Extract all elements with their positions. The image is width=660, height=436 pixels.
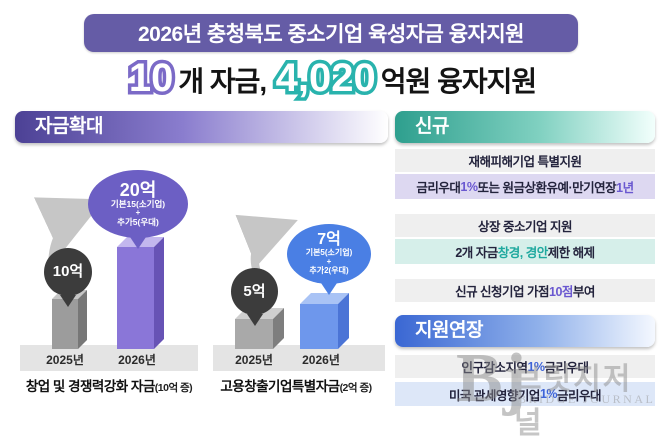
row-text: 제한 해제	[547, 246, 595, 260]
bubble-extra-label: 추가2(우대)	[309, 266, 349, 276]
page-title: 2026년 충청북도 중소기업 육성자금 융자지원	[84, 14, 578, 52]
bubble-tail	[60, 295, 76, 307]
row-text: 부여	[572, 285, 596, 299]
row-text: 재해피해기업 특별지원	[468, 155, 582, 169]
chart-caption: 고용창출기업특별자금(2억 증)	[205, 375, 387, 395]
bubble-2025-amount: 10억	[44, 248, 92, 307]
bar-2026	[117, 237, 164, 349]
chart-floor	[213, 345, 385, 371]
bar-chart-graphic	[20, 197, 198, 371]
chart-startup-competitiveness-fund: 10억 20억 기본15(소기업) + 추가5(우대) 2025년 2026년 …	[18, 150, 200, 396]
row-text: 미국 관세영향기업	[448, 388, 540, 403]
year-label-2025: 2025년	[235, 353, 273, 367]
bubble-base-label: 기본15(소기업)	[110, 199, 166, 210]
bubble-tail	[321, 283, 337, 295]
bar-2026	[300, 293, 349, 349]
row-highlight: 10점	[549, 285, 573, 299]
chart-employment-special-fund: 5억 7억 기본5(소기업) + 추가2(우대) 2025년 2026년 고용창…	[205, 150, 387, 396]
fund-count-suffix: 개 자금,	[178, 66, 267, 97]
row-text: 금리우대	[416, 181, 461, 195]
bubble-extra-label: 추가5(우대)	[117, 217, 159, 228]
row-highlight: 창경, 경안	[497, 246, 548, 260]
fund-amount-suffix: 억원 융자지원	[380, 66, 537, 97]
section-title-fund-expansion: 자금확대	[15, 111, 388, 143]
caption-text: 고용창출기업특별자금	[220, 379, 340, 394]
new-row-bonus-points: 신규 신청기업 가점 10점 부여	[395, 279, 655, 302]
bubble-amount-label: 10억	[52, 263, 84, 281]
bubble-tail	[130, 237, 146, 249]
row-text: 상장 중소기업 지원	[478, 220, 572, 234]
new-row-limit-removed: 2개 자금 창경, 경안 제한 해제	[395, 239, 655, 264]
bubble-amount-label: 7억	[317, 230, 341, 248]
chart-floor	[20, 345, 198, 371]
row-highlight: 1%	[539, 387, 558, 401]
new-row-listed-sme: 상장 중소기업 지원	[395, 214, 655, 237]
ext-row-population-decline: 인구감소지역 1% 금리우대	[395, 355, 655, 378]
bubble-amount-label: 20억	[119, 179, 157, 200]
caption-text: 창업 및 경쟁력강화 자금	[25, 379, 155, 394]
row-highlight: 1년	[616, 181, 634, 195]
bubble-2026-amount: 20억 기본15(소기업) + 추가5(우대)	[88, 170, 188, 249]
fund-amount-number: 4,020	[271, 55, 381, 101]
row-text: 금리우대	[544, 361, 590, 375]
section-title-extension: 지원연장	[395, 315, 655, 347]
section-title-new: 신규	[395, 111, 655, 143]
ext-row-us-tariff: 미국 관세영향기업 1% 금리우대	[395, 382, 655, 406]
caption-note: (10억 증)	[154, 382, 193, 394]
row-text: 금리우대	[557, 388, 602, 403]
growth-arrow-icon	[235, 214, 298, 276]
row-highlight: 1%	[527, 359, 545, 374]
row-text: 인구감소지역	[461, 361, 528, 375]
chart-caption: 창업 및 경쟁력강화 자금(10억 증)	[18, 375, 200, 395]
row-highlight: 1%	[460, 179, 478, 194]
year-label-2026: 2026년	[118, 353, 156, 367]
plus-sign: +	[135, 208, 141, 218]
year-label-2026: 2026년	[302, 353, 340, 367]
bubble-base-label: 기본5(소기업)	[305, 248, 353, 258]
plus-sign: +	[326, 257, 332, 267]
caption-note: (2억 증)	[339, 382, 373, 394]
fund-count-number: 10	[124, 55, 179, 101]
row-text: 2개 자금	[455, 246, 498, 260]
bubble-2025-amount: 5억	[231, 268, 278, 326]
bubble-amount-label: 5억	[243, 282, 266, 300]
bubble-2026-amount: 7억 기본5(소기업) + 추가2(우대)	[287, 224, 371, 295]
year-label-2025: 2025년	[46, 353, 84, 367]
row-text: 신규 신청기업 가점	[455, 285, 550, 299]
bubble-tail	[246, 314, 263, 326]
row-text: 또는 원금상환유예·만기연장	[477, 181, 617, 195]
new-row-disaster-support: 재해피해기업 특별지원	[395, 149, 655, 172]
new-row-rate-benefit: 금리우대 1% 또는 원금상환유예·만기연장 1년	[395, 174, 655, 199]
